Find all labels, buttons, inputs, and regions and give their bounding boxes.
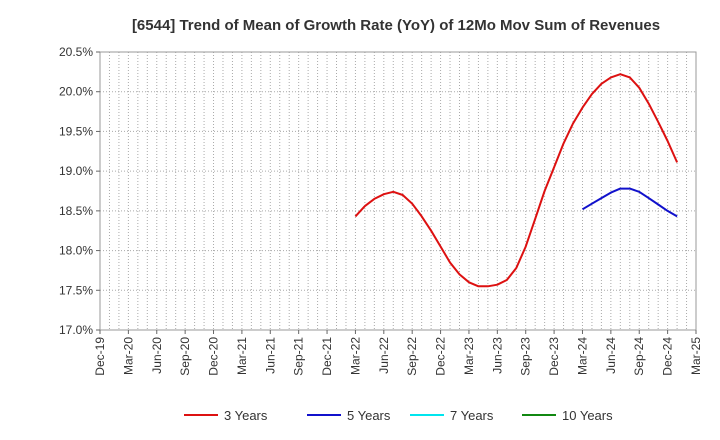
y-tick-label: 19.5% [59,124,93,138]
x-axis: Dec-19 Mar-20 Jun-20 Sep-20 Dec-20 Mar-21 Jun-… [93,330,703,376]
x-tick-label: Mar-25 [689,337,703,375]
x-tick-label: Dec-22 [434,337,448,376]
x-tick-label: Dec-20 [207,337,221,376]
x-tick-label: Mar-21 [235,337,249,375]
x-tick-label: Jun-21 [263,337,277,374]
y-tick-label: 17.0% [59,323,93,337]
y-tick-label: 18.5% [59,204,93,218]
y-tick-label: 20.5% [59,45,93,59]
x-tick-label: Jun-22 [377,337,391,374]
x-tick-label: Jun-23 [490,337,504,374]
legend-label: 7 Years [450,408,494,423]
y-tick-label: 19.0% [59,164,93,178]
x-tick-label: Mar-24 [575,337,589,375]
legend: 3 Years 5 Years 7 Years 10 Years [184,408,613,423]
plot-area-border [99,51,697,331]
x-tick-label: Dec-21 [320,337,334,376]
x-tick-label: Mar-22 [348,337,362,375]
legend-label: 3 Years [224,408,268,423]
x-tick-label: Sep-23 [519,337,533,376]
series-line-3-years [354,73,679,288]
y-tick-label: 17.5% [59,283,93,297]
x-tick-label: Jun-20 [150,337,164,374]
x-tick-label: Mar-23 [462,337,476,375]
x-tick-label: Sep-21 [292,337,306,376]
series-lines [354,73,679,288]
x-tick-label: Sep-20 [178,337,192,376]
series-line-5-years [581,187,678,218]
y-tick-label: 20.0% [59,85,93,99]
x-tick-label: Jun-24 [604,337,618,374]
x-tick-label: Sep-22 [405,337,419,376]
legend-label: 5 Years [347,408,391,423]
x-tick-label: Dec-19 [93,337,107,376]
x-tick-label: Mar-20 [121,337,135,375]
x-tick-label: Sep-24 [632,337,646,376]
chart-title: [6544] Trend of Mean of Growth Rate (YoY… [132,17,660,34]
legend-label: 10 Years [562,408,613,423]
y-tick-label: 18.0% [59,244,93,258]
y-axis: 17.0% 17.5% 18.0% 18.5% 19.0% 19.5% 20.0% 20.5% [59,45,100,337]
grid [100,52,696,330]
x-tick-label: Dec-23 [547,337,561,376]
x-tick-label: Dec-24 [661,337,675,376]
